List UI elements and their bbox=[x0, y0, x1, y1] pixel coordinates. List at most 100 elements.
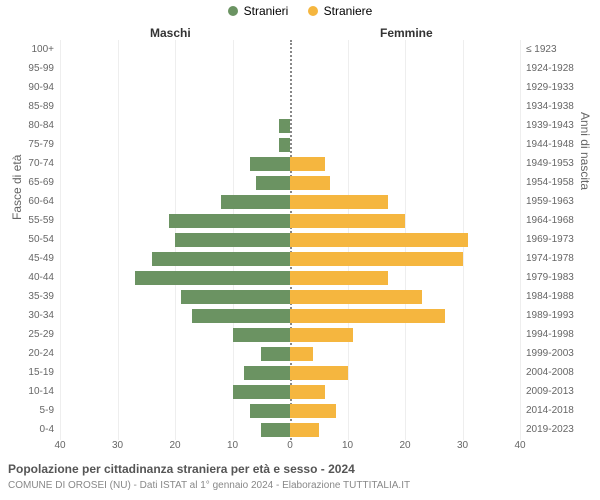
age-group-label: 65-69 bbox=[28, 177, 54, 188]
age-group-label: 45-49 bbox=[28, 253, 54, 264]
x-tick: 20 bbox=[399, 440, 410, 451]
x-tick: 40 bbox=[54, 440, 65, 451]
bar-male bbox=[261, 423, 290, 437]
pyramid-row: 25-291994-1998 bbox=[60, 325, 520, 344]
bar-male bbox=[221, 195, 290, 209]
pyramid-row: 70-741949-1953 bbox=[60, 154, 520, 173]
bar-male bbox=[192, 309, 290, 323]
age-group-label: 100+ bbox=[31, 44, 54, 55]
bar-male bbox=[250, 157, 290, 171]
gridline bbox=[520, 40, 521, 440]
bar-female bbox=[290, 176, 330, 190]
x-tick: 10 bbox=[227, 440, 238, 451]
birth-year-label: 2014-2018 bbox=[526, 405, 574, 416]
age-group-label: 70-74 bbox=[28, 158, 54, 169]
chart-title: Popolazione per cittadinanza straniera p… bbox=[8, 462, 355, 476]
x-tick: 30 bbox=[457, 440, 468, 451]
birth-year-label: 1934-1938 bbox=[526, 101, 574, 112]
pyramid-row: 35-391984-1988 bbox=[60, 287, 520, 306]
pyramid-row: 95-991924-1928 bbox=[60, 59, 520, 78]
bar-male bbox=[279, 138, 291, 152]
pyramid-row: 80-841939-1943 bbox=[60, 116, 520, 135]
birth-year-label: 1989-1993 bbox=[526, 310, 574, 321]
bar-female bbox=[290, 309, 445, 323]
bar-female bbox=[290, 157, 325, 171]
birth-year-label: ≤ 1923 bbox=[526, 44, 557, 55]
bar-male bbox=[169, 214, 290, 228]
bar-female bbox=[290, 252, 463, 266]
legend: Stranieri Straniere bbox=[0, 4, 600, 19]
pyramid-row: 100+≤ 1923 bbox=[60, 40, 520, 59]
legend-label-female: Straniere bbox=[324, 4, 373, 18]
age-group-label: 75-79 bbox=[28, 139, 54, 150]
pyramid-row: 15-192004-2008 bbox=[60, 363, 520, 382]
pyramid-row: 85-891934-1938 bbox=[60, 97, 520, 116]
age-group-label: 10-14 bbox=[28, 386, 54, 397]
x-tick: 30 bbox=[112, 440, 123, 451]
y-axis-right-title: Anni di nascita bbox=[578, 112, 592, 190]
age-group-label: 40-44 bbox=[28, 272, 54, 283]
birth-year-label: 1959-1963 bbox=[526, 196, 574, 207]
bar-male bbox=[256, 176, 291, 190]
birth-year-label: 2004-2008 bbox=[526, 367, 574, 378]
bar-female bbox=[290, 404, 336, 418]
bar-female bbox=[290, 328, 353, 342]
bar-female bbox=[290, 214, 405, 228]
bar-female bbox=[290, 423, 319, 437]
pyramid-row: 5-92014-2018 bbox=[60, 401, 520, 420]
x-tick: 10 bbox=[342, 440, 353, 451]
bar-female bbox=[290, 271, 388, 285]
birth-year-label: 1954-1958 bbox=[526, 177, 574, 188]
age-group-label: 30-34 bbox=[28, 310, 54, 321]
x-tick: 20 bbox=[169, 440, 180, 451]
pyramid-row: 40-441979-1983 bbox=[60, 268, 520, 287]
pyramid-row: 0-42019-2023 bbox=[60, 420, 520, 439]
chart-container: Stranieri Straniere Maschi Femmine Fasce… bbox=[0, 0, 600, 500]
age-group-label: 60-64 bbox=[28, 196, 54, 207]
birth-year-label: 1974-1978 bbox=[526, 253, 574, 264]
pyramid-row: 90-941929-1933 bbox=[60, 78, 520, 97]
bar-male bbox=[279, 119, 291, 133]
age-group-label: 90-94 bbox=[28, 82, 54, 93]
pyramid-row: 20-241999-2003 bbox=[60, 344, 520, 363]
bar-male bbox=[261, 347, 290, 361]
birth-year-label: 1924-1928 bbox=[526, 63, 574, 74]
pyramid-row: 60-641959-1963 bbox=[60, 192, 520, 211]
birth-year-label: 1949-1953 bbox=[526, 158, 574, 169]
plot-area: 100+≤ 192395-991924-192890-941929-193385… bbox=[60, 40, 520, 440]
age-group-label: 0-4 bbox=[40, 424, 54, 435]
legend-item-male: Stranieri bbox=[228, 4, 289, 18]
birth-year-label: 1994-1998 bbox=[526, 329, 574, 340]
birth-year-label: 1964-1968 bbox=[526, 215, 574, 226]
birth-year-label: 1984-1988 bbox=[526, 291, 574, 302]
x-tick: 40 bbox=[514, 440, 525, 451]
age-group-label: 35-39 bbox=[28, 291, 54, 302]
bar-male bbox=[233, 328, 291, 342]
pyramid-row: 55-591964-1968 bbox=[60, 211, 520, 230]
birth-year-label: 1929-1933 bbox=[526, 82, 574, 93]
bar-female bbox=[290, 347, 313, 361]
age-group-label: 80-84 bbox=[28, 120, 54, 131]
age-group-label: 50-54 bbox=[28, 234, 54, 245]
age-group-label: 25-29 bbox=[28, 329, 54, 340]
age-group-label: 5-9 bbox=[40, 405, 54, 416]
birth-year-label: 1999-2003 bbox=[526, 348, 574, 359]
pyramid-row: 30-341989-1993 bbox=[60, 306, 520, 325]
bar-female bbox=[290, 195, 388, 209]
birth-year-label: 2009-2013 bbox=[526, 386, 574, 397]
bar-male bbox=[233, 385, 291, 399]
legend-item-female: Straniere bbox=[308, 4, 373, 18]
x-tick: 0 bbox=[287, 440, 293, 451]
birth-year-label: 1969-1973 bbox=[526, 234, 574, 245]
bar-male bbox=[181, 290, 290, 304]
chart-subtitle: COMUNE DI OROSEI (NU) - Dati ISTAT al 1°… bbox=[8, 480, 410, 491]
legend-dot-male bbox=[228, 6, 238, 16]
bar-male bbox=[152, 252, 290, 266]
age-group-label: 55-59 bbox=[28, 215, 54, 226]
bar-male bbox=[250, 404, 290, 418]
pyramid-row: 10-142009-2013 bbox=[60, 382, 520, 401]
bar-female bbox=[290, 233, 468, 247]
legend-label-male: Stranieri bbox=[244, 4, 289, 18]
age-group-label: 85-89 bbox=[28, 101, 54, 112]
age-group-label: 95-99 bbox=[28, 63, 54, 74]
